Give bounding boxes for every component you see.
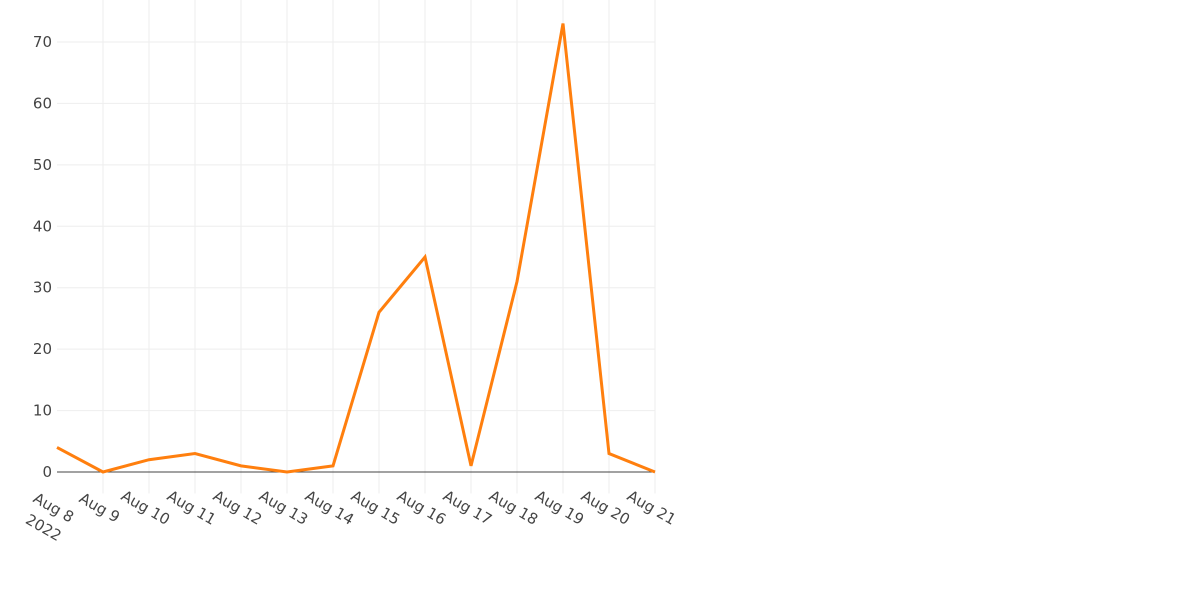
x-tick-label: Aug 14 [302, 487, 357, 529]
x-tick-label: Aug 10 [118, 487, 173, 529]
x-tick-label: Aug 13 [256, 487, 311, 529]
x-tick-label: Aug 15 [348, 487, 403, 529]
y-tick-label: 40 [33, 217, 52, 235]
x-tick-label: Aug 12 [210, 487, 265, 529]
y-tick-label: 30 [33, 279, 52, 297]
x-tick-label: Aug 21 [624, 487, 679, 529]
y-tick-label: 50 [33, 156, 52, 174]
x-tick-label: Aug 16 [394, 487, 449, 529]
y-tick-label: 60 [33, 94, 52, 112]
x-tick-label: Aug 19 [532, 487, 587, 529]
series-lines [57, 24, 655, 472]
x-tick-label: Aug 11 [164, 487, 219, 529]
series-line-0 [57, 24, 655, 472]
x-tick-label: Aug 17 [440, 487, 495, 529]
x-tick-label: Aug 18 [486, 487, 541, 529]
y-tick-label: 10 [33, 402, 52, 420]
y-tick-label: 0 [42, 463, 52, 481]
y-axis: 0 10 20 30 40 50 60 70 [33, 33, 52, 481]
y-tick-label: 20 [33, 340, 52, 358]
grid [57, 0, 655, 494]
x-tick-label: Aug 20 [578, 487, 633, 529]
y-tick-label: 70 [33, 33, 52, 51]
x-tick-label: Aug 9 [76, 489, 123, 526]
